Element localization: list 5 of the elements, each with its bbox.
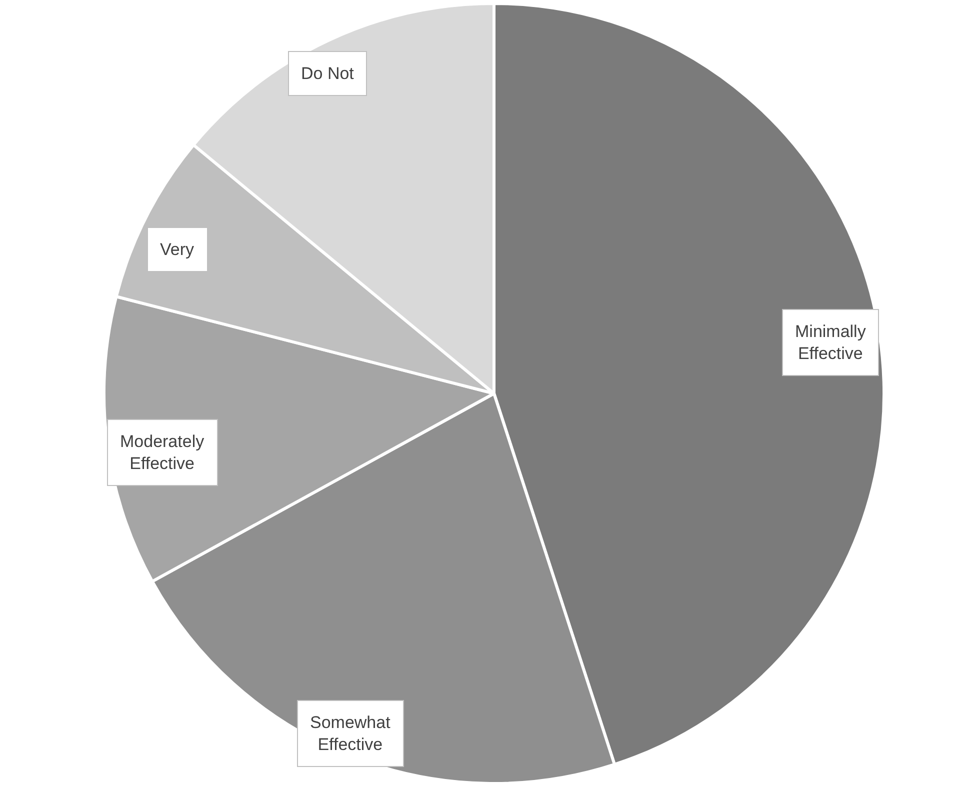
slice-label: Minimally Effective: [795, 322, 866, 364]
slice-label: Do Not: [301, 64, 354, 83]
slice-label: Moderately Effective: [120, 432, 205, 474]
slice-label: Somewhat Effective: [310, 713, 391, 754]
slice-label: Very: [160, 240, 195, 259]
